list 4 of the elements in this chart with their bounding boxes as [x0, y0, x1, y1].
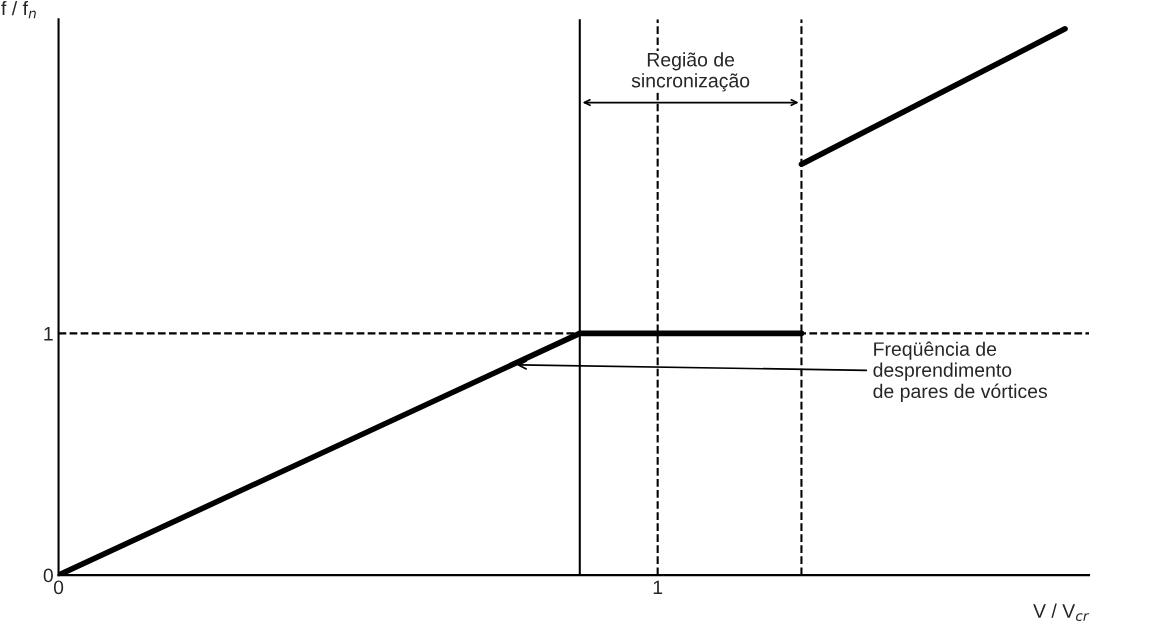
annotation: Freqüência de desprendimento de pares de vórtices	[873, 341, 1048, 402]
x-axis-title: V / V$_{cr}$	[1033, 603, 1090, 622]
annotation: Região de sincronização	[631, 52, 750, 92]
y-axis-title: f / f$_{n}$	[1, 0, 36, 19]
